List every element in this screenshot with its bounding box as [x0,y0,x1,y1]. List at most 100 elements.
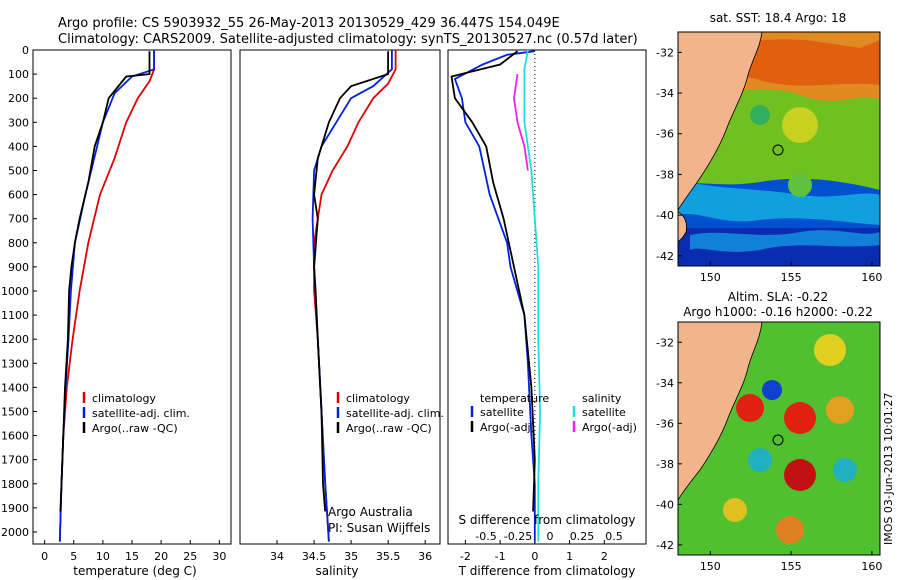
depth-axis: 0 100 200 300 400 500 600 700 800 900 1000 1100 1200… [1,44,37,539]
legend-label: Argo(-adj) [582,421,637,434]
depth-tick-label: 900 [8,261,29,274]
sla-map: Altim. SLA: -0.22 Argo h1000: -0.16 h200… [656,290,882,573]
top-tick-label: 0 [547,530,554,543]
x-tick-label: -2 [460,550,471,563]
x-tick-label: 0 [41,550,48,563]
map-y-tick-label: -32 [656,336,674,349]
salinity-series [311,50,397,542]
depth-tick-label: 700 [8,213,29,226]
top-tick-label: -0.5 [475,530,496,543]
temperature-legend: climatology satellite-adj. clim. Argo(..ra… [82,392,190,435]
map-y-tick-label: -34 [656,87,674,100]
sst-map: sat. SST: 18.4 Argo: 18 -32-34-36-38-40-… [656,11,882,284]
x-tick-label: 34 [270,550,284,563]
map-y-tick-label: -38 [656,458,674,471]
salinity-legend: climatology satellite-adj. clim. Argo(..ra… [336,392,444,435]
difference-x-axis: -2 -1 0 1 2-0.5 -0.25 0 0.25 0.5 [460,530,623,563]
depth-tick-label: 1000 [1,285,29,298]
series-line-argo-raw-qc- [59,51,151,512]
x-tick-label: 35 [344,550,358,563]
map-y-tick-label: -38 [656,168,674,181]
depth-tick-label: 1300 [1,357,29,370]
salinity-x-axis: 34 34.5 35 35.5 36 [270,540,432,563]
difference-xlabel-top: S difference from climatology [459,513,636,527]
legend-label: Argo(..raw -QC) [92,422,178,435]
top-tick-label: 0.25 [570,530,595,543]
map-y-tick-label: -36 [656,128,674,141]
depth-tick-label: 1200 [1,333,29,346]
x-tick-label: -1 [495,550,506,563]
x-tick-label: 36 [418,550,432,563]
depth-tick-label: 1900 [1,502,29,515]
legend-label: satellite [582,406,626,419]
legend-label: climatology [346,392,410,405]
depth-tick-label: 1700 [1,454,29,467]
series-line-salinity-argo-adj- [513,73,529,171]
map-y-tick-label: -40 [656,209,674,222]
x-tick-label: 34.5 [302,550,327,563]
map-x-tick-label: 160 [861,271,882,284]
x-tick-label: 30 [212,550,226,563]
salinity-panel: 34 34.5 35 35.5 36 salinity climatology satel… [239,49,444,578]
depth-tick-label: 200 [8,92,29,105]
x-tick-label: 25 [183,550,197,563]
title-line1: Argo profile: CS 5903932_55 26-May-2013 … [58,16,560,31]
sla-map-title2: Argo h1000: -0.16 h2000: -0.22 [683,305,873,319]
depth-tick-label: 1400 [1,381,29,394]
map-x-tick-label: 155 [781,560,802,573]
depth-tick-label: 100 [8,68,29,81]
series-line-temperature-satellite [453,50,536,542]
sst-map-title: sat. SST: 18.4 Argo: 18 [710,11,847,25]
x-tick-label: 35.5 [376,550,401,563]
sla-map-axes: -32 -34 -36 -38 -40 -42 150 155 160 [656,336,882,573]
map-x-tick-label: 150 [700,560,721,573]
x-tick-label: 1 [566,550,573,563]
top-tick-label: 0.5 [605,530,623,543]
x-tick-label: 10 [96,550,110,563]
map-y-tick-label: -36 [656,417,674,430]
x-tick-label: 5 [70,550,77,563]
map-y-tick-label: -40 [656,498,674,511]
series-line-temperature-argo-adj- [450,50,536,512]
depth-tick-label: 1600 [1,430,29,443]
map-y-tick-label: -42 [656,539,674,552]
map-x-tick-label: 150 [700,271,721,284]
x-tick-label: 20 [154,550,168,563]
legend-title-salinity: salinity [582,392,622,405]
legend-label: Argo(..raw -QC) [346,422,432,435]
difference-xlabel: T difference from climatology [458,564,636,578]
map-y-tick-label: -42 [656,250,674,263]
depth-tick-label: 1800 [1,478,29,491]
legend-label: satellite [480,406,524,419]
temperature-x-axis: 0 5 10 15 20 25 30 [41,540,226,563]
legend-label: satellite-adj. clim. [346,407,444,420]
difference-series [450,49,542,542]
series-line-argo-raw-qc- [313,51,390,512]
map-x-tick-label: 155 [781,271,802,284]
map-y-tick-label: -32 [656,46,674,59]
x-tick-label: 15 [125,550,139,563]
legend-label: climatology [92,392,156,405]
salinity-xlabel: salinity [315,564,358,578]
sst-map-axes: -32 -34 -36 -38 -40 -42 150 155 160 [656,46,882,284]
depth-tick-label: 1500 [1,405,29,418]
top-tick-label: -0.25 [504,530,532,543]
map-x-tick-label: 160 [861,560,882,573]
map-y-tick-label: -34 [656,377,674,390]
difference-panel: -2 -1 0 1 2-0.5 -0.25 0 0.25 0.5 T difference fr… [447,49,647,578]
legend-title-temperature: temperature [480,392,549,405]
depth-tick-label: 800 [8,237,29,250]
temperature-xlabel: temperature (deg C) [73,564,196,578]
depth-tick-label: 500 [8,164,29,177]
depth-tick-label: 400 [8,140,29,153]
series-line-salinity-satellite [523,49,542,542]
depth-tick-label: 300 [8,116,29,129]
depth-tick-label: 2000 [1,526,29,539]
argo-location-marker [772,144,784,156]
title-line2: Climatology: CARS2009. Satellite-adjuste… [58,32,638,47]
depth-tick-label: 600 [8,189,29,202]
difference-legend: temperature salinitysatelliteArgo(-adj)sa… [470,392,637,434]
sla-map-title1: Altim. SLA: -0.22 [728,290,828,304]
x-tick-label: 0 [531,550,538,563]
